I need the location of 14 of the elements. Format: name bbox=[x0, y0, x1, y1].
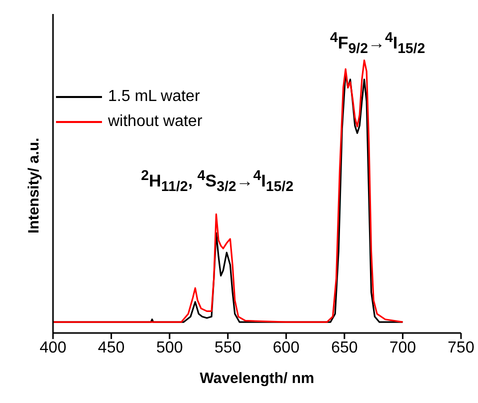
legend-label: without water bbox=[108, 112, 202, 132]
x-tick-label: 500 bbox=[156, 339, 184, 356]
y-axis-title: Intensity/ a.u. bbox=[25, 138, 42, 234]
x-tick-label: 450 bbox=[98, 339, 125, 356]
x-tick-label: 700 bbox=[389, 339, 416, 356]
x-axis-title: Wavelength/ nm bbox=[200, 370, 314, 387]
x-tick-label: 600 bbox=[272, 339, 300, 356]
x-tick-label: 750 bbox=[448, 339, 474, 356]
legend-label: 1.5 mL water bbox=[108, 87, 200, 107]
x-tick-label: 550 bbox=[214, 339, 242, 356]
x-tick-label: 400 bbox=[40, 339, 66, 356]
text: $^{4}$F$_{9/2}$→$^{4}$I$_{15/2}$ bbox=[330, 30, 426, 58]
x-tick-label: 650 bbox=[331, 339, 358, 356]
text: $^{2}$H$_{11/2}$, $^{4}$S$_{3/2}$→$^{4}$I$_{15/2}$ bbox=[141, 168, 294, 196]
